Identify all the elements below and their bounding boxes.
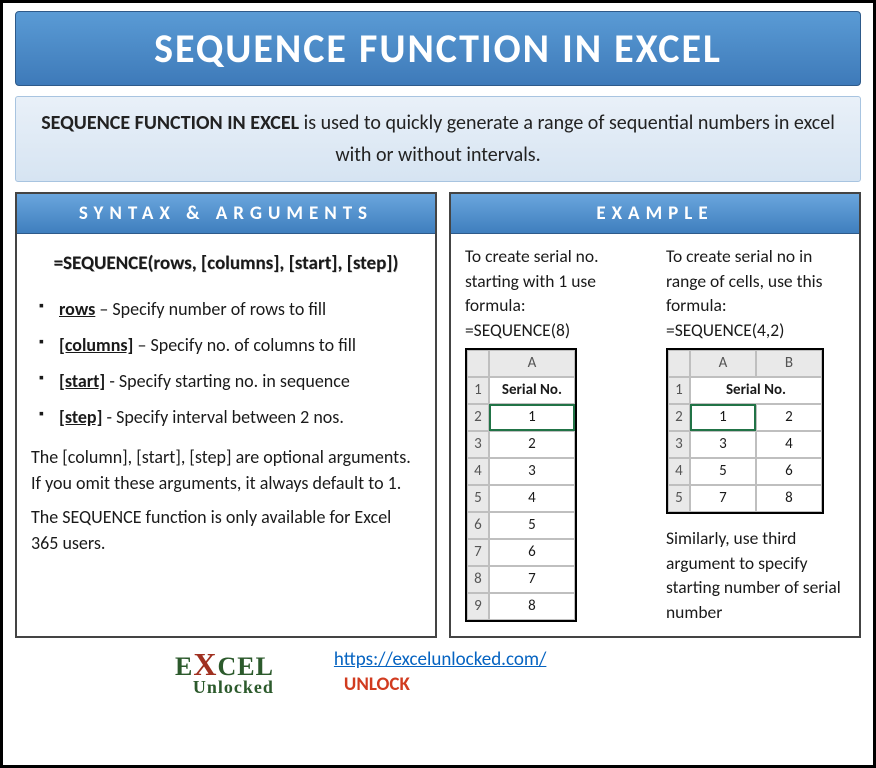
t2-cell: 7 [690,485,756,512]
intro-rest: is used to quickly generate a range of s… [299,111,835,167]
footer: EXCEL Unlocked https://excelunlocked.com… [15,648,861,696]
t1-cell: 4 [489,485,575,512]
syntax-header: SYNTAX & ARGUMENTS [17,194,435,234]
t1-cell: 1 [489,404,575,431]
arg-item: [columns] – Specify no. of columns to fi… [37,332,421,358]
t1-col-label: A [489,350,575,377]
arg-name: [step] [59,406,102,428]
t1-cell: 5 [489,512,575,539]
t1-title: Serial No. [489,377,575,404]
t2-cell: 1 [690,404,756,431]
t2-cell: 5 [690,458,756,485]
note-availability: The SEQUENCE function is only available … [31,504,421,556]
arg-desc: - Specify starting no. in sequence [105,370,350,392]
t2-cell: 6 [756,458,822,485]
ex2-formula: =SEQUENCE(4,2) [666,318,845,343]
arg-item: [step] - Specify interval between 2 nos. [37,404,421,430]
logo: EXCEL Unlocked [175,648,274,696]
t1-cell: 7 [489,566,575,593]
title-bar: SEQUENCE FUNCTION IN EXCEL [15,11,861,86]
arg-item: [start] - Specify starting no. in sequen… [37,368,421,394]
example-1: To create serial no. starting with 1 use… [465,244,644,624]
logo-e: E [175,652,193,681]
example-2: To create serial no in range of cells, u… [666,244,845,624]
infographic-wrapper: SEQUENCE FUNCTION IN EXCEL SEQUENCE FUNC… [0,0,876,768]
ex1-text: To create serial no. starting with 1 use… [465,244,644,318]
syntax-formula: =SEQUENCE(rows, [columns], [start], [ste… [31,250,421,278]
t2-colA: A [690,350,756,377]
unlock-text: UNLOCK [334,673,546,696]
ex2-text: To create serial no in range of cells, u… [666,244,845,318]
t1-cell: 6 [489,539,575,566]
ex2-table: AB 1Serial No. 212 334 456 578 [666,348,824,514]
t2-title: Serial No. [690,377,822,404]
ex1-formula: =SEQUENCE(8) [465,318,644,343]
example-header: EXAMPLE [451,194,859,234]
arg-item: rows – Specify number of rows to fill [37,296,421,322]
t1-cell: 3 [489,458,575,485]
website-link[interactable]: https://excelunlocked.com/ [334,648,546,671]
columns: SYNTAX & ARGUMENTS =SEQUENCE(rows, [colu… [15,192,861,638]
arg-name: [start] [59,370,105,392]
intro-box: SEQUENCE FUNCTION IN EXCEL is used to qu… [15,96,861,182]
t1-cell: 8 [489,593,575,620]
arg-name: [columns] [59,334,133,356]
syntax-body: =SEQUENCE(rows, [columns], [start], [ste… [17,234,435,636]
ex1-table: A 1Serial No. 21 32 43 54 65 76 87 98 [465,348,577,622]
example-body: To create serial no. starting with 1 use… [451,234,859,636]
arg-desc: – Specify number of rows to fill [95,298,326,320]
logo-top: EXCEL [175,648,274,680]
t2-colB: B [756,350,822,377]
arg-desc: - Specify interval between 2 nos. [102,406,343,428]
example-columns: To create serial no. starting with 1 use… [465,244,845,624]
argument-list: rows – Specify number of rows to fill [c… [31,296,421,430]
arg-name: rows [59,298,95,320]
t1-cell: 2 [489,431,575,458]
intro-strong: SEQUENCE FUNCTION IN EXCEL [41,111,299,135]
link-block: https://excelunlocked.com/ UNLOCK [334,648,546,696]
arg-desc: – Specify no. of columns to fill [133,334,356,356]
t2-cell: 8 [756,485,822,512]
t2-cell: 3 [690,431,756,458]
example-panel: EXAMPLE To create serial no. starting wi… [449,192,861,638]
syntax-panel: SYNTAX & ARGUMENTS =SEQUENCE(rows, [colu… [15,192,437,638]
ex2-after: Similarly, use third argument to specify… [666,526,845,624]
t2-cell: 2 [756,404,822,431]
t2-cell: 4 [756,431,822,458]
note-optional: The [column], [start], [step] are option… [31,444,421,496]
